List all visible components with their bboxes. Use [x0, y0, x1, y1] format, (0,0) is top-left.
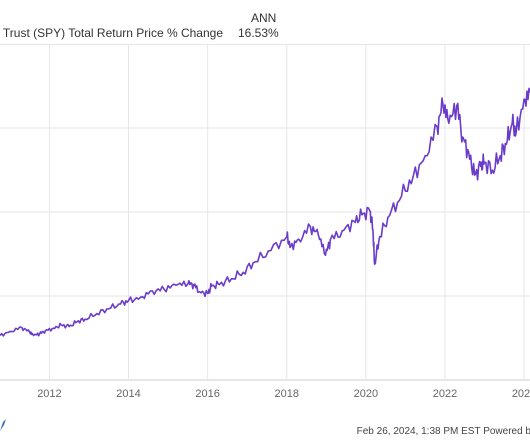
legend-header: ANN 500 ETF Trust (SPY) Total Return Pri…: [0, 0, 530, 45]
legend-column-label: ANN: [251, 11, 277, 25]
footer-powered-by[interactable]: Powered by: [483, 426, 530, 437]
vertical-grid-layer: [48, 44, 525, 380]
legend-series-value: 16.53%: [238, 26, 279, 40]
x-tick-label: 2022: [433, 388, 457, 400]
series-layer: [0, 87, 530, 337]
footer-timestamp: Feb 26, 2024, 1:38 PM EST: [356, 426, 481, 437]
x-tick-label: 2018: [275, 388, 299, 400]
spy-total-return-line: [0, 87, 530, 337]
x-tick-label: 2024: [512, 388, 530, 400]
x-tick-label: 2014: [116, 388, 140, 400]
legend-series-name[interactable]: 500 ETF Trust (SPY) Total Return Price %…: [0, 26, 223, 40]
x-tick-label: 2020: [354, 388, 378, 400]
x-tick-label-layer: 2012 2014 2016 2018 2020 2022 2024: [37, 388, 530, 400]
x-tick-label: 2016: [195, 388, 219, 400]
footer-attribution: Feb 26, 2024, 1:38 PM EST Powered by: [357, 426, 530, 437]
x-tick-label: 2012: [37, 388, 61, 400]
ycharts-logo-icon: [0, 419, 6, 431]
